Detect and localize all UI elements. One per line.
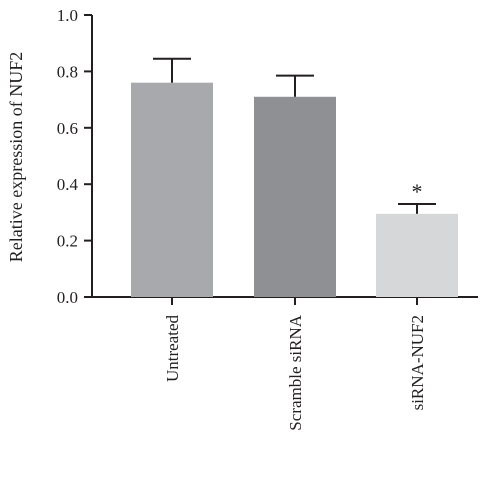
y-tick-label: 1.0 [57,6,78,25]
bars [131,82,458,298]
y-tick-label: 0.2 [57,232,78,251]
y-axis: 0.0 0.2 0.4 0.6 0.8 1.0 [57,6,93,307]
bar [254,96,336,297]
y-tick-label: 0.8 [57,62,78,81]
y-axis-label: Relative expression of NUF2 [6,52,26,262]
y-tick-label: 0.6 [57,119,78,138]
error-bars: * [153,57,436,214]
y-tick-label: 0.4 [57,175,79,194]
y-tick-label: 0.0 [57,288,78,307]
significance-marker: * [412,179,423,204]
x-axis [92,296,478,305]
bar [376,213,458,297]
category-labels: Untreated Scramble siRNA siRNA-NUF2 [163,314,427,430]
category-label: siRNA-NUF2 [408,315,427,410]
category-label: Scramble siRNA [286,314,305,430]
category-label: Untreated [163,315,182,383]
bar [131,82,213,298]
